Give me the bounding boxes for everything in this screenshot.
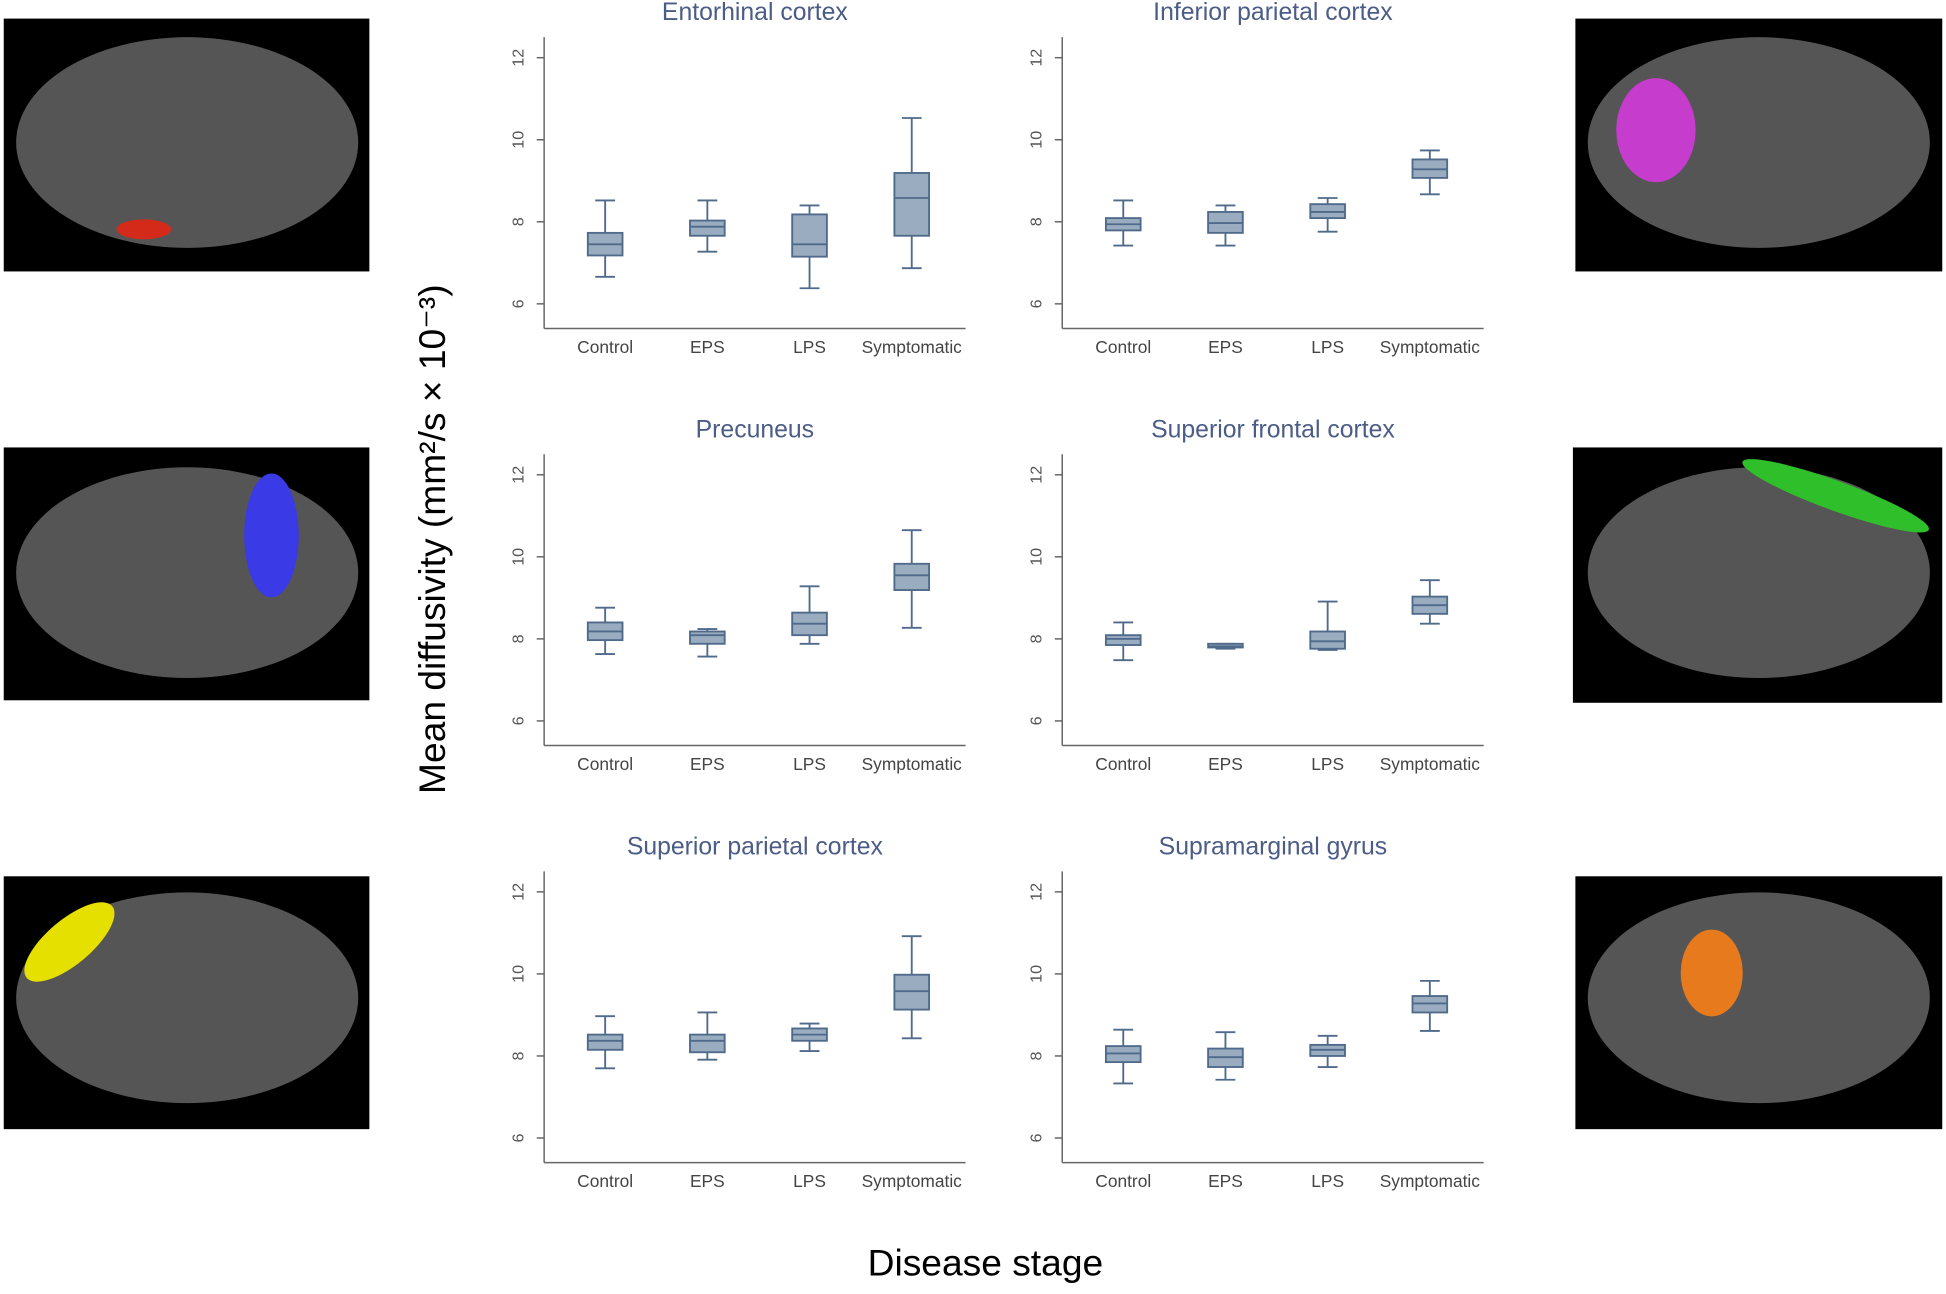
x-tick-label: Symptomatic	[1380, 337, 1481, 357]
x-tick-label: LPS	[1311, 1171, 1344, 1191]
box	[1309, 630, 1346, 650]
x-tick-label: Control	[1095, 1171, 1151, 1191]
box	[689, 630, 726, 645]
brain-superior-parietal	[3, 876, 370, 1130]
y-tick-label: 12	[510, 466, 528, 484]
x-tick-label: EPS	[1208, 1171, 1243, 1191]
x-tick-label: Control	[577, 1171, 633, 1191]
y-tick-label: 10	[1028, 548, 1046, 566]
x-tick-label: EPS	[690, 337, 725, 357]
y-tick-label: 12	[1028, 883, 1046, 901]
y-tick-label: 12	[1028, 466, 1046, 484]
box	[689, 1033, 726, 1054]
y-tick-label: 8	[1028, 1051, 1046, 1060]
box	[586, 1033, 624, 1051]
box	[1104, 634, 1142, 646]
x-tick-label: Symptomatic	[862, 337, 963, 357]
x-axis-label: Disease stage	[868, 1241, 1104, 1283]
panel: Superior frontal cortex 6 8 10 12 Control EPS L…	[1028, 416, 1484, 774]
y-tick-label: 8	[1028, 217, 1046, 226]
y-tick-label: 6	[510, 299, 528, 308]
brain-supramarginal	[1575, 876, 1943, 1130]
x-tick-label: Control	[1095, 337, 1151, 357]
y-tick-label: 6	[1028, 1133, 1046, 1142]
x-tick-label: Control	[577, 337, 633, 357]
y-tick-label: 10	[510, 548, 528, 566]
x-tick-label: LPS	[793, 754, 826, 774]
y-tick-label: 12	[1028, 49, 1046, 67]
panel: Inferior parietal cortex 6 8 10 12 Control EPS…	[1028, 0, 1484, 357]
x-tick-label: LPS	[793, 1171, 826, 1191]
y-tick-label: 10	[510, 131, 528, 149]
x-tick-label: Symptomatic	[1380, 754, 1481, 774]
y-tick-label: 10	[1028, 131, 1046, 149]
y-tick-label: 8	[510, 217, 528, 226]
x-tick-label: EPS	[1208, 337, 1243, 357]
panel-title: Entorhinal cortex	[662, 0, 848, 26]
panel-title: Superior parietal cortex	[627, 833, 884, 860]
y-tick-label: 10	[1028, 965, 1046, 983]
box	[689, 219, 726, 237]
y-tick-label: 6	[510, 716, 528, 725]
y-tick-label: 8	[510, 1051, 528, 1060]
box	[791, 213, 828, 258]
panel: Superior parietal cortex 6 8 10 12 Control EPS…	[510, 833, 966, 1191]
panel: Entorhinal cortex 6 8 10 12 Control EPS LPS Symp…	[510, 0, 966, 357]
x-tick-label: EPS	[1208, 754, 1243, 774]
x-tick-label: Symptomatic	[1380, 1171, 1481, 1191]
y-tick-label: 8	[510, 634, 528, 643]
y-tick-label: 6	[510, 1133, 528, 1142]
y-tick-label: 12	[510, 49, 528, 67]
y-axis-label: Mean diffusivity (mm²/s × 10⁻³)	[411, 284, 453, 794]
x-tick-label: Symptomatic	[862, 1171, 963, 1191]
panel-title: Superior frontal cortex	[1151, 416, 1395, 443]
x-tick-label: LPS	[793, 337, 826, 357]
panel-title: Supramarginal gyrus	[1159, 833, 1388, 860]
y-tick-label: 6	[1028, 299, 1046, 308]
box	[893, 172, 931, 237]
box	[893, 973, 931, 1011]
box	[893, 562, 931, 591]
panel-title: Inferior parietal cortex	[1153, 0, 1393, 26]
panel: Supramarginal gyrus 6 8 10 12 Control EPS LPS Sy…	[1028, 833, 1484, 1191]
brain-entorhinal	[3, 18, 370, 272]
x-tick-label: EPS	[690, 754, 725, 774]
y-tick-label: 12	[510, 883, 528, 901]
brain-superior-frontal	[1572, 447, 1943, 703]
x-tick-label: LPS	[1311, 754, 1344, 774]
x-tick-label: Symptomatic	[862, 754, 963, 774]
x-tick-label: EPS	[690, 1171, 725, 1191]
brain-inferior-parietal	[1575, 18, 1943, 272]
x-tick-label: Control	[1095, 754, 1151, 774]
y-tick-label: 8	[1028, 634, 1046, 643]
x-tick-label: Control	[577, 754, 633, 774]
brain-images	[3, 18, 1943, 1130]
y-tick-label: 10	[510, 965, 528, 983]
panel-title: Precuneus	[696, 416, 814, 443]
brain-precuneus	[3, 447, 370, 701]
x-tick-label: LPS	[1311, 337, 1344, 357]
panel: Precuneus 6 8 10 12 Control EPS LPS Symptomatic	[510, 416, 966, 774]
y-tick-label: 6	[1028, 716, 1046, 725]
